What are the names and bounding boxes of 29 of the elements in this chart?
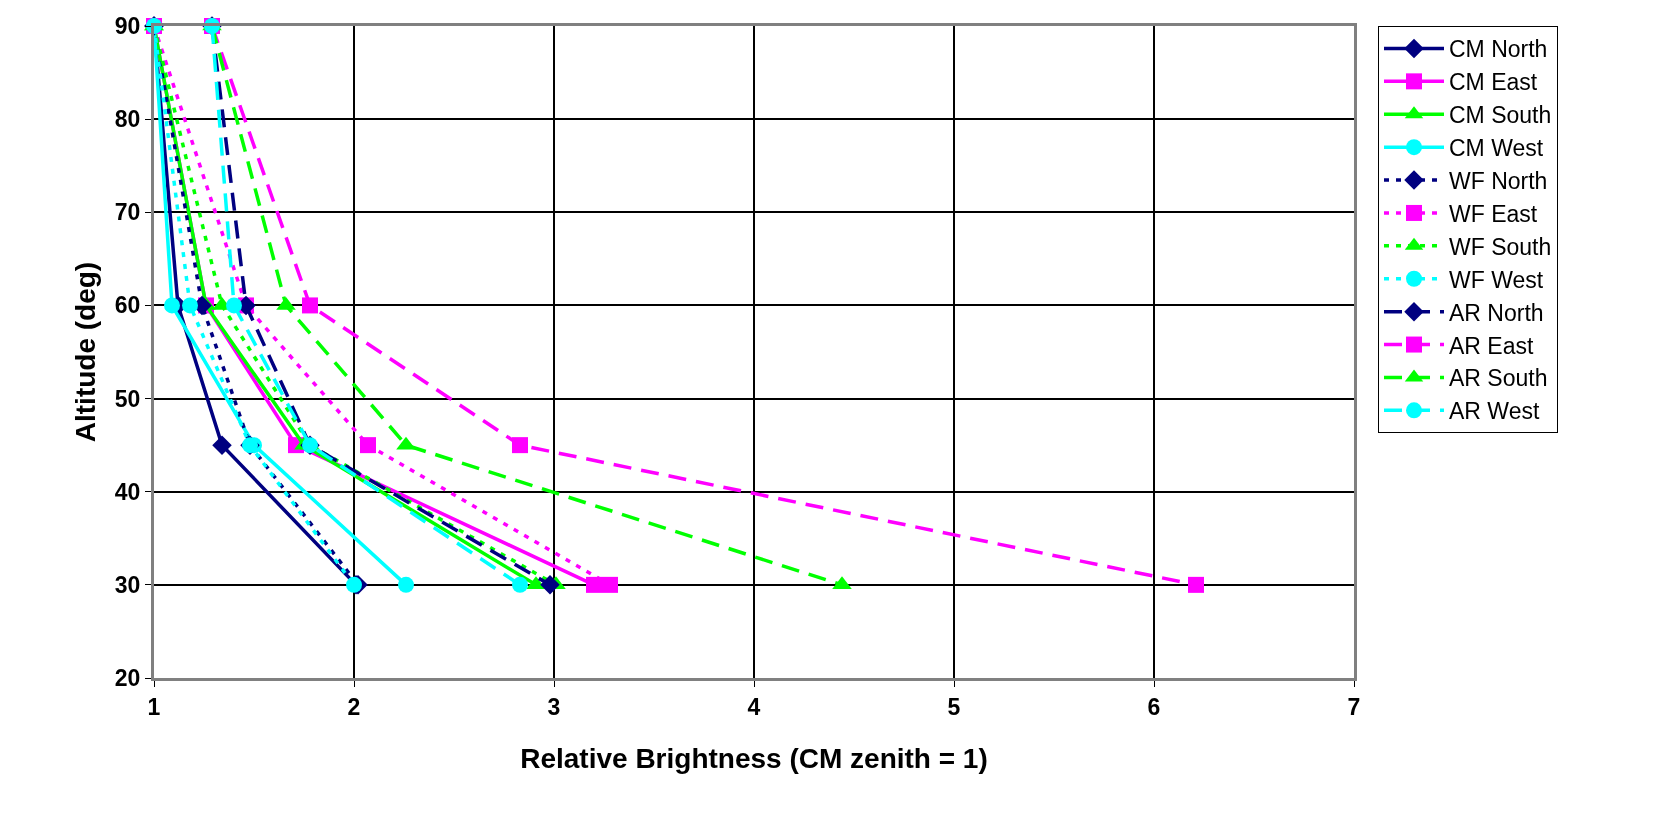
legend-label: WF North <box>1449 168 1548 195</box>
y-tick-label: 50 <box>114 385 141 412</box>
legend-label: WF West <box>1449 266 1544 293</box>
y-tick-label: 80 <box>114 106 141 133</box>
y-tick-label: 30 <box>114 571 141 598</box>
y-tick-label: 20 <box>114 665 141 692</box>
y-tick-label: 90 <box>114 13 141 40</box>
legend-label: CM East <box>1449 69 1538 96</box>
legend-label: AR East <box>1449 332 1534 359</box>
y-tick-label: 40 <box>114 478 141 505</box>
x-tick-label: 5 <box>947 693 961 720</box>
legend-label: WF East <box>1449 200 1538 227</box>
y-axis-title: Altitude (deg) <box>69 261 101 443</box>
legend-label: AR North <box>1449 299 1544 326</box>
x-axis-title: Relative Brightness (CM zenith = 1) <box>520 742 988 774</box>
y-tick-label: 60 <box>114 292 141 319</box>
x-tick-label: 1 <box>147 693 161 720</box>
legend-label: WF South <box>1449 233 1552 260</box>
legend-label: CM South <box>1449 102 1552 129</box>
x-tick-label: 7 <box>1347 693 1361 720</box>
legend-label: CM North <box>1449 36 1548 63</box>
legend-label: AR West <box>1449 398 1540 425</box>
x-tick-label: 4 <box>747 693 761 720</box>
y-tick-label: 70 <box>114 199 141 226</box>
x-tick-label: 6 <box>1147 693 1161 720</box>
x-tick-label: 2 <box>347 693 361 720</box>
legend-label: CM West <box>1449 135 1544 162</box>
x-tick-label: 3 <box>547 693 561 720</box>
legend-label: AR South <box>1449 365 1548 392</box>
